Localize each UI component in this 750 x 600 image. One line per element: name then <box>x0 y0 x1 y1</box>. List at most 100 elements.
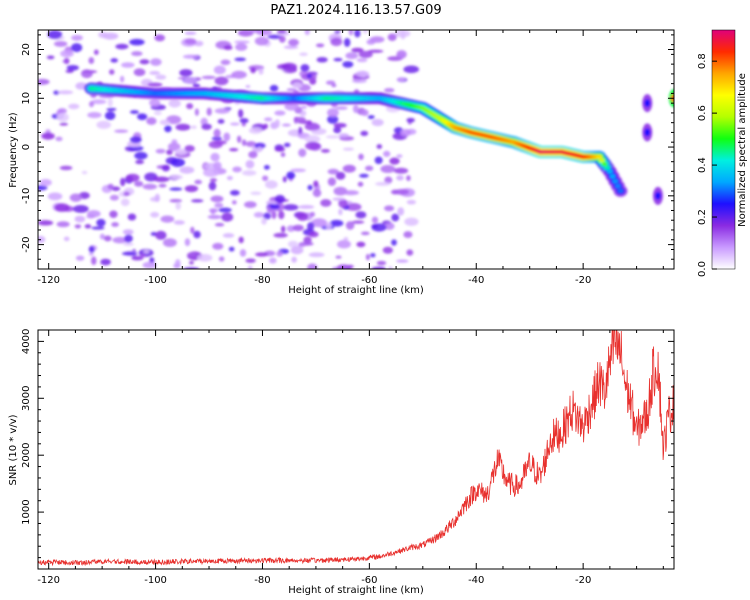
noise-blob <box>164 125 172 133</box>
noise-blob <box>168 99 181 108</box>
noise-blob <box>397 207 405 216</box>
noise-blob <box>286 88 297 92</box>
noise-blob <box>269 257 277 264</box>
spectrogram-frame <box>37 29 675 270</box>
noise-blob <box>331 83 337 88</box>
noise-blob <box>351 78 367 84</box>
noise-blob <box>60 49 74 58</box>
noise-blob <box>406 199 417 205</box>
noise-blob <box>38 220 54 226</box>
noise-blob <box>229 190 240 196</box>
noise-blob <box>68 103 80 110</box>
spectrogram-y-ticks: -20 -10 0 10 20 <box>21 34 674 270</box>
noise-blob <box>261 217 267 225</box>
noise-blob <box>63 57 70 65</box>
noise-blob <box>337 240 351 249</box>
y-tick-label: 10 <box>21 92 32 105</box>
noise-blob <box>166 149 173 155</box>
noise-blob <box>404 217 419 226</box>
noise-blob <box>209 178 218 183</box>
noise-blob <box>298 205 315 209</box>
x-tick-label: -20 <box>575 275 591 286</box>
y-tick-label: 0 <box>21 144 32 150</box>
noise-blob <box>173 220 185 225</box>
noise-blob <box>364 165 374 171</box>
colorbar-gradient <box>712 30 735 269</box>
noise-blob <box>81 170 88 175</box>
noise-blob <box>139 59 150 65</box>
noise-blob <box>223 132 231 142</box>
noise-blob <box>262 175 269 181</box>
noise-blob <box>74 215 86 223</box>
noise-blob <box>107 98 113 107</box>
noise-blob <box>263 123 268 129</box>
noise-blob <box>134 180 144 187</box>
noise-blob <box>38 185 48 191</box>
noise-blob <box>114 129 129 133</box>
noise-blob <box>69 193 82 202</box>
y-tick-label: 1000 <box>21 499 32 524</box>
chart-title: PAZ1.2024.116.13.57.G09 <box>270 3 441 18</box>
noise-blob <box>59 122 69 126</box>
noise-blob <box>187 252 197 256</box>
noise-blob <box>338 208 343 216</box>
noise-blob <box>38 78 50 85</box>
noise-blob <box>75 255 85 261</box>
noise-blob <box>393 167 409 174</box>
noise-blob <box>56 112 69 122</box>
noise-blob <box>153 176 170 183</box>
noise-blob <box>279 35 286 43</box>
noise-blob <box>288 38 299 47</box>
noise-blob <box>129 110 140 114</box>
colorbar-frame <box>711 29 736 270</box>
colorbar-ticks: 0.0 0.2 0.4 0.6 0.8 <box>697 53 717 277</box>
noise-blob <box>383 150 391 157</box>
y-tick-label: -20 <box>21 236 32 252</box>
noise-blob <box>149 98 161 107</box>
noise-blob <box>137 113 148 121</box>
noise-blob <box>258 68 264 75</box>
noise-blob <box>355 211 367 219</box>
noise-blob <box>140 253 146 258</box>
noise-blob <box>46 55 55 60</box>
noise-blob <box>239 118 249 124</box>
noise-blob <box>194 108 199 116</box>
noise-blob <box>184 31 197 35</box>
x-tick-label: -80 <box>254 275 270 286</box>
ridge-core <box>612 179 619 184</box>
noise-blob <box>55 136 63 142</box>
x-tick-label: -40 <box>468 575 484 586</box>
noise-blob <box>359 173 369 178</box>
noise-blob <box>213 65 226 75</box>
noise-blob <box>213 128 221 138</box>
noise-blob <box>293 116 306 122</box>
noise-blob <box>96 120 112 129</box>
noise-blob <box>70 43 83 53</box>
noise-blob <box>150 58 162 66</box>
noise-blob <box>47 192 63 201</box>
noise-blob <box>66 64 79 71</box>
noise-blob <box>290 246 304 255</box>
noise-blob <box>250 67 256 74</box>
noise-blob <box>213 161 222 171</box>
noise-blob <box>155 74 167 80</box>
y-tick-label: 20 <box>21 43 32 56</box>
noise-blob <box>222 233 235 238</box>
noise-blob <box>320 199 332 207</box>
noise-blob <box>367 115 375 120</box>
noise-blob <box>298 148 307 158</box>
noise-blob <box>234 40 250 44</box>
noise-blob <box>245 159 255 169</box>
noise-blob <box>98 31 108 39</box>
noise-blob <box>88 251 94 256</box>
noise-blob <box>125 173 140 182</box>
noise-blob <box>111 186 121 192</box>
noise-blob <box>192 83 201 88</box>
noise-blob <box>308 252 325 258</box>
noise-blob <box>244 201 257 209</box>
noise-blob <box>348 30 354 36</box>
noise-blob <box>57 90 74 95</box>
noise-blob <box>300 64 310 72</box>
colorbar-tick-label: 0.6 <box>697 105 708 121</box>
